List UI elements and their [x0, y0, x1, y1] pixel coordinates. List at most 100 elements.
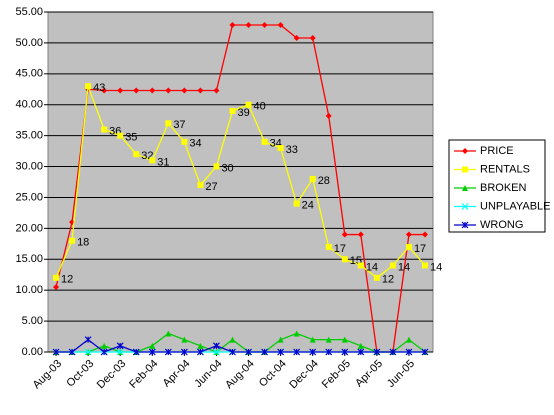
point — [133, 151, 140, 158]
y-tick-label: 0.00 — [22, 346, 43, 358]
point — [405, 231, 412, 238]
point — [180, 348, 188, 356]
point — [84, 336, 92, 344]
point — [164, 348, 172, 356]
point — [229, 21, 236, 28]
data-label: 27 — [205, 181, 217, 193]
legend-label: BROKEN — [480, 182, 527, 194]
point — [69, 237, 76, 244]
y-tick-label: 5.00 — [22, 315, 43, 327]
point — [309, 348, 317, 356]
point — [309, 175, 316, 182]
point — [373, 274, 380, 281]
y-tick-label: 30.00 — [15, 160, 43, 172]
point — [421, 262, 428, 269]
data-label: 12 — [61, 274, 73, 286]
x-tick-label: Feb-05 — [320, 358, 353, 391]
point — [293, 348, 301, 356]
x-tick-label: Oct-03 — [64, 358, 96, 390]
point — [325, 336, 332, 343]
data-label: 18 — [77, 237, 89, 249]
point — [165, 120, 172, 127]
x-tick-label: Apr-04 — [161, 358, 193, 390]
point — [341, 348, 349, 356]
legend-marker — [461, 203, 469, 210]
point — [229, 336, 236, 343]
y-tick-label: 55.00 — [15, 6, 43, 18]
point — [197, 87, 204, 94]
legend-label: RENTALS — [480, 163, 530, 175]
point — [165, 330, 172, 337]
data-label: 14 — [366, 261, 378, 273]
point — [213, 342, 220, 350]
point — [245, 101, 252, 108]
point — [405, 348, 413, 356]
point — [357, 262, 364, 269]
y-tick-label: 45.00 — [15, 68, 43, 80]
point — [341, 256, 348, 263]
data-label: 34 — [189, 138, 201, 150]
data-label: 37 — [173, 119, 185, 131]
legend-marker — [461, 221, 469, 229]
point — [181, 87, 188, 94]
point — [100, 348, 108, 356]
point — [149, 87, 156, 94]
point — [405, 336, 412, 343]
plot-area — [47, 11, 434, 353]
y-tick-label: 15.00 — [15, 253, 43, 265]
point — [213, 87, 220, 94]
data-label: 40 — [254, 101, 266, 113]
point — [213, 348, 220, 356]
point — [421, 231, 428, 238]
legend-label: PRICE — [480, 145, 514, 157]
point — [357, 348, 365, 356]
data-label: 24 — [302, 200, 314, 212]
point — [293, 200, 300, 207]
data-label: 43 — [93, 82, 105, 94]
point — [309, 336, 316, 343]
point — [101, 87, 108, 94]
point — [117, 132, 124, 139]
point — [133, 87, 140, 94]
legend-marker — [462, 166, 468, 173]
x-tick-label: Jun-05 — [385, 358, 417, 390]
point — [341, 231, 348, 238]
point — [277, 348, 285, 356]
y-tick-label: 25.00 — [15, 191, 43, 203]
point — [277, 21, 284, 28]
legend-marker — [462, 185, 468, 191]
data-label: 14 — [430, 261, 442, 273]
point — [277, 145, 284, 151]
x-tick-label: Dec-04 — [287, 358, 321, 392]
point — [293, 34, 300, 41]
point — [181, 138, 188, 145]
point — [181, 336, 188, 343]
point — [116, 348, 124, 356]
point — [261, 21, 268, 28]
point — [85, 83, 92, 90]
point — [213, 163, 220, 170]
point — [101, 126, 108, 133]
point — [116, 342, 124, 350]
x-tick-label: Oct-04 — [257, 358, 289, 390]
legend-label: UNPLAYABLE — [480, 200, 551, 212]
point — [53, 274, 60, 281]
point — [277, 336, 284, 343]
point — [245, 21, 252, 28]
point — [148, 348, 156, 356]
legend-marker — [462, 148, 468, 154]
y-tick-label: 50.00 — [15, 37, 43, 49]
point — [389, 348, 397, 356]
point — [325, 348, 333, 356]
point — [245, 348, 252, 356]
x-tick-label: Jun-04 — [192, 358, 224, 390]
point — [197, 342, 204, 349]
x-tick-label: Feb-04 — [127, 358, 160, 391]
point — [68, 348, 76, 356]
legend-label: WRONG — [480, 219, 523, 231]
point — [261, 138, 268, 145]
point — [229, 348, 236, 356]
data-label: 30 — [221, 162, 233, 174]
point — [196, 348, 204, 356]
point — [52, 348, 60, 356]
